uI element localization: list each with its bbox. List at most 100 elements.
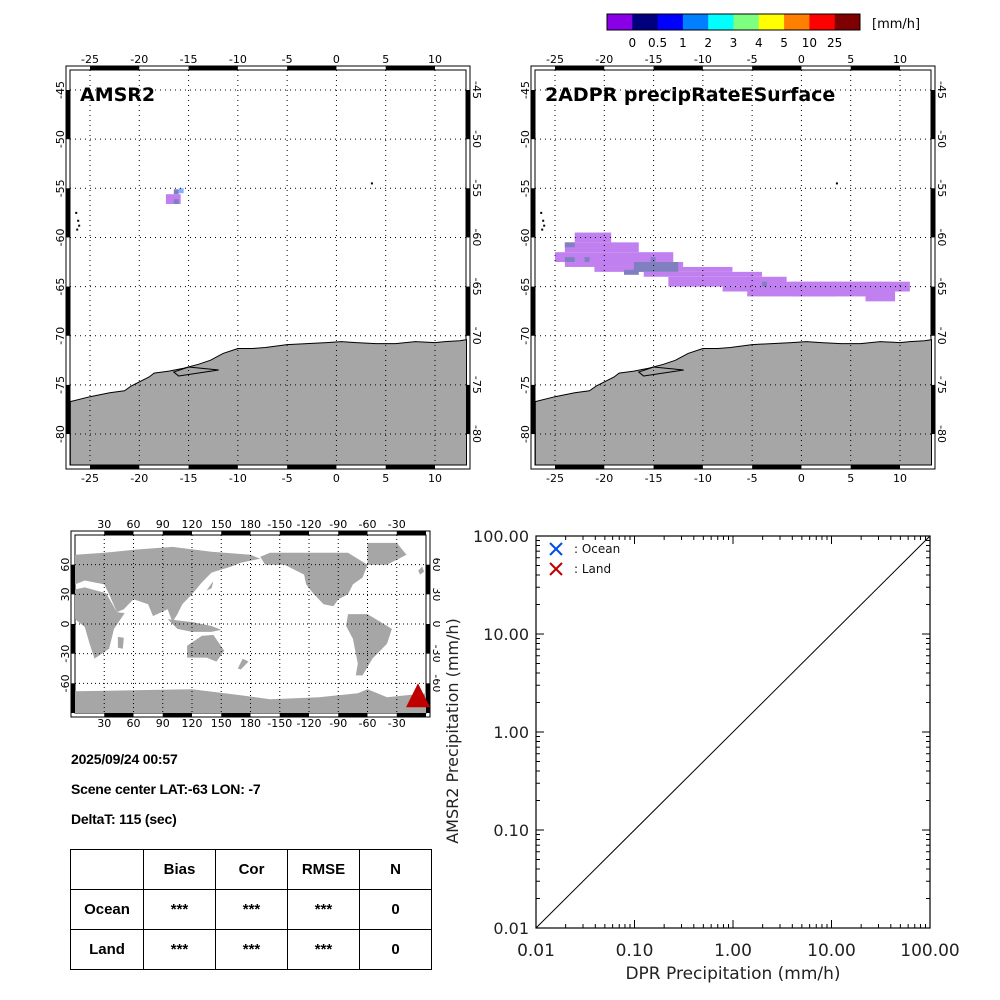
- world-lon-tick-bottom: 180: [240, 717, 261, 730]
- colorbar-frame: [606, 13, 861, 31]
- world-lon-tick-top: 180: [240, 518, 261, 531]
- border-bar: [385, 465, 435, 469]
- world-lat-tick-left: -60: [59, 674, 72, 692]
- world-lat-tick-right: -60: [430, 674, 440, 692]
- precip-pixel: [574, 232, 612, 243]
- antarctica-land: [534, 339, 932, 466]
- precip-pixel: [178, 188, 184, 194]
- border-bar: [653, 465, 703, 469]
- lat-tick-label-left: -75: [54, 376, 67, 394]
- island-dot: [370, 182, 373, 185]
- lon-tick-label-top: -15: [645, 53, 663, 66]
- border-bar: [466, 188, 470, 238]
- island-dot: [76, 228, 79, 231]
- row-label-land: Land: [70, 929, 144, 970]
- island-dot: [542, 219, 545, 222]
- border-bar: [850, 465, 900, 469]
- border-bar: [385, 66, 435, 70]
- lon-tick-label-bottom: -5: [747, 472, 758, 485]
- dpr-map: -25-25-20-20-15-15-10-10-5-500551010-45-…: [519, 53, 948, 485]
- border-bar: [188, 66, 238, 70]
- x-tick-label: 0.10: [616, 941, 654, 961]
- map-outer-frame: [530, 65, 936, 470]
- y-tick-label: 0.10: [493, 821, 529, 840]
- legend-label: : Ocean: [574, 542, 620, 556]
- world-lon-tick-top: -90: [329, 518, 347, 531]
- lon-tick-label-top: 0: [333, 53, 340, 66]
- lon-tick-label-top: 10: [428, 53, 442, 66]
- world-lon-tick-bottom: -30: [388, 717, 406, 730]
- landmass: [117, 636, 124, 649]
- lat-tick-label-right: -70: [470, 327, 483, 345]
- lon-tick-label-bottom: 10: [893, 472, 907, 485]
- border-bar: [188, 465, 238, 469]
- lon-tick-label-top: -20: [130, 53, 148, 66]
- table-header-row: Bias Cor RMSE N: [70, 849, 432, 890]
- table-row: Land *** *** *** 0: [70, 929, 432, 970]
- world-lon-tick-bottom: 120: [182, 717, 203, 730]
- lon-tick-label-top: -5: [747, 53, 758, 66]
- world-lon-tick-bottom: -90: [329, 717, 347, 730]
- land-n: 0: [359, 929, 432, 970]
- datetime-label: 2025/09/24 00:57: [71, 751, 178, 767]
- border-bar: [555, 465, 605, 469]
- lat-tick-label-left: -45: [54, 81, 67, 99]
- legend-ocean-x-icon: [549, 542, 563, 556]
- precip-pixel: [673, 262, 679, 267]
- border-bar: [931, 286, 935, 336]
- world-lat-tick-right: 60: [430, 558, 440, 572]
- legend-land-x-icon: [549, 562, 563, 576]
- lat-tick-label-right: -50: [470, 130, 483, 148]
- table-header-n: N: [359, 849, 432, 890]
- border-bar: [426, 683, 430, 713]
- colorbar-swatch: [682, 14, 709, 30]
- landmass: [237, 658, 249, 670]
- landmass: [260, 552, 368, 607]
- lon-tick-label-top: -20: [595, 53, 613, 66]
- ice-shelf-outline: [637, 366, 684, 377]
- world-lon-tick-bottom: 150: [211, 717, 232, 730]
- world-lon-tick-top: -120: [297, 518, 322, 531]
- table-header-rmse: RMSE: [287, 849, 360, 890]
- colorbar-tick-label: 25: [827, 36, 842, 50]
- lon-tick-label-top: -25: [81, 53, 99, 66]
- lat-tick-label-left: -80: [519, 425, 532, 443]
- world-lon-tick-bottom: 90: [156, 717, 170, 730]
- lat-tick-label-left: -55: [54, 179, 67, 197]
- lon-tick-label-bottom: 10: [428, 472, 442, 485]
- antarctica-land: [69, 339, 467, 466]
- border-bar: [71, 564, 75, 595]
- border-bar: [752, 66, 802, 70]
- x-tick-label: 0.01: [517, 941, 555, 961]
- world-lon-tick-top: 120: [182, 518, 203, 531]
- lat-tick-label-left: -45: [519, 81, 532, 99]
- lon-tick-label-top: -25: [546, 53, 564, 66]
- lon-tick-label-bottom: -25: [546, 472, 564, 485]
- amsr2-map: -25-25-20-20-15-15-10-10-5-500551010-45-…: [54, 53, 483, 485]
- island-dot: [543, 224, 546, 227]
- lat-tick-label-left: -60: [54, 228, 67, 246]
- precip-pixel: [564, 242, 575, 248]
- island-dot: [75, 211, 78, 214]
- lon-tick-label-top: 0: [798, 53, 805, 66]
- world-lon-tick-top: 60: [127, 518, 141, 531]
- world-lon-tick-bottom: 30: [97, 717, 111, 730]
- lat-tick-label-left: -75: [519, 376, 532, 394]
- precip-pixel: [165, 194, 181, 205]
- border-bar: [931, 384, 935, 435]
- border-bar: [931, 188, 935, 238]
- lat-tick-label-right: -55: [935, 179, 948, 197]
- colorbar-unit: [mm/h]: [872, 17, 920, 32]
- border-bar: [279, 713, 309, 717]
- lon-tick-label-top: -5: [282, 53, 293, 66]
- island-dot: [77, 219, 80, 222]
- world-lat-tick-left: -30: [59, 645, 72, 663]
- table-header-bias: Bias: [143, 849, 216, 890]
- border-bar: [531, 384, 535, 435]
- colorbar-tick-label: 5: [780, 36, 788, 50]
- colorbar-swatch: [607, 14, 633, 30]
- landmass: [187, 634, 225, 662]
- lat-tick-label-left: -60: [519, 228, 532, 246]
- lon-tick-label-bottom: 0: [333, 472, 340, 485]
- island-dot: [541, 228, 544, 231]
